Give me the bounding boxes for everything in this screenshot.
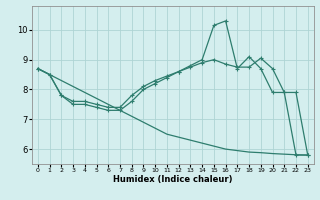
X-axis label: Humidex (Indice chaleur): Humidex (Indice chaleur) <box>113 175 233 184</box>
